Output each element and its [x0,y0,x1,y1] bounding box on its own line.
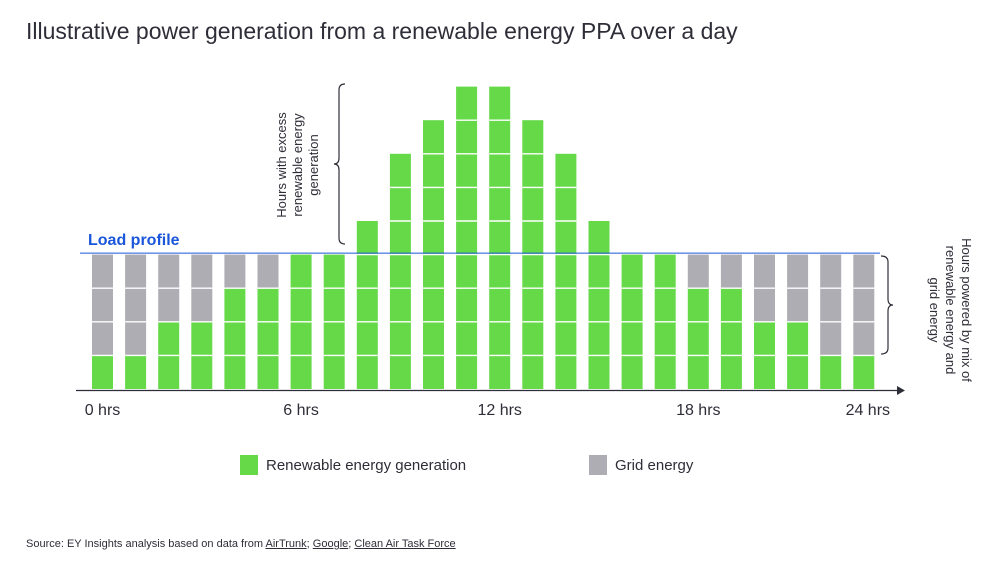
source-link-airtrunk[interactable]: AirTrunk [265,538,307,550]
source-separator: ; [348,538,355,550]
excess-brace-icon [333,83,346,245]
source-link-google[interactable]: Google [312,538,349,550]
load-profile-label: Load profile [88,232,180,249]
bar-grid-energy [224,254,246,289]
x-tick-labels: 0 hrs 6 hrs 12 hrs 18 hrs 24 hrs [85,402,890,419]
x-tick-label: 12 hrs [477,402,521,419]
bar-renewable [257,288,279,389]
bar-grid-energy [92,254,113,356]
mix-annotation-line: grid energy [927,277,942,343]
chart-area: Load profile 0 hrs 6 hrs 12 hrs 18 hrs 24 hr… [76,83,974,419]
excess-annotation-line: renewable energy [290,113,305,217]
grid-swatch-icon [589,455,607,475]
bar-renewable [853,355,875,389]
bar-grid-energy [820,254,842,356]
bar-renewable [588,221,610,389]
legend-renewable: Renewable energy generation [240,455,466,475]
mix-annotation-line: Hours powered by mix of [959,238,974,382]
source-separator: ; [306,538,313,550]
chart-title: Illustrative power generation from a ren… [26,18,738,44]
x-axis-arrow-icon [897,386,905,395]
excess-annotation: Hours with excess renewable energy generat… [274,112,321,218]
bar-grid-energy [257,254,279,289]
source-link-catf[interactable]: Clean Air Task Force [354,538,456,550]
renewable-swatch-icon [240,455,258,475]
bar-grid-energy [125,254,147,356]
bar-renewable [687,288,709,389]
legend-renewable-label: Renewable energy generation [266,456,467,474]
bar-grid-energy [853,254,875,356]
bar-renewable [356,221,378,389]
source-note: Source: EY Insights analysis based on da… [26,538,456,550]
bar-renewable [389,153,411,389]
bar-grid-energy [687,254,709,289]
source-prefix: Source: EY Insights analysis based on da… [26,538,266,550]
mix-brace-icon [880,255,894,355]
bar-renewable [92,355,113,389]
x-tick-label: 24 hrs [846,402,890,419]
excess-annotation-line: generation [306,134,321,195]
x-tick-label: 18 hrs [676,402,720,419]
bar-renewable [125,355,147,389]
bar-renewable [555,153,577,389]
excess-annotation-line: Hours with excess [274,112,289,218]
bar-renewable [456,86,478,389]
bar-grid-energy [720,254,742,289]
mix-annotation-line: renewable energy and [943,246,958,375]
bar-renewable [820,355,842,389]
bar-renewable [489,86,511,389]
x-tick-label: 0 hrs [85,402,121,419]
x-tick-label: 6 hrs [283,402,319,419]
bar-renewable [720,288,742,389]
bar-renewable [224,288,246,389]
legend-grid-label: Grid energy [615,456,694,474]
bars-group [92,86,875,389]
legend-grid: Grid energy [589,455,693,475]
